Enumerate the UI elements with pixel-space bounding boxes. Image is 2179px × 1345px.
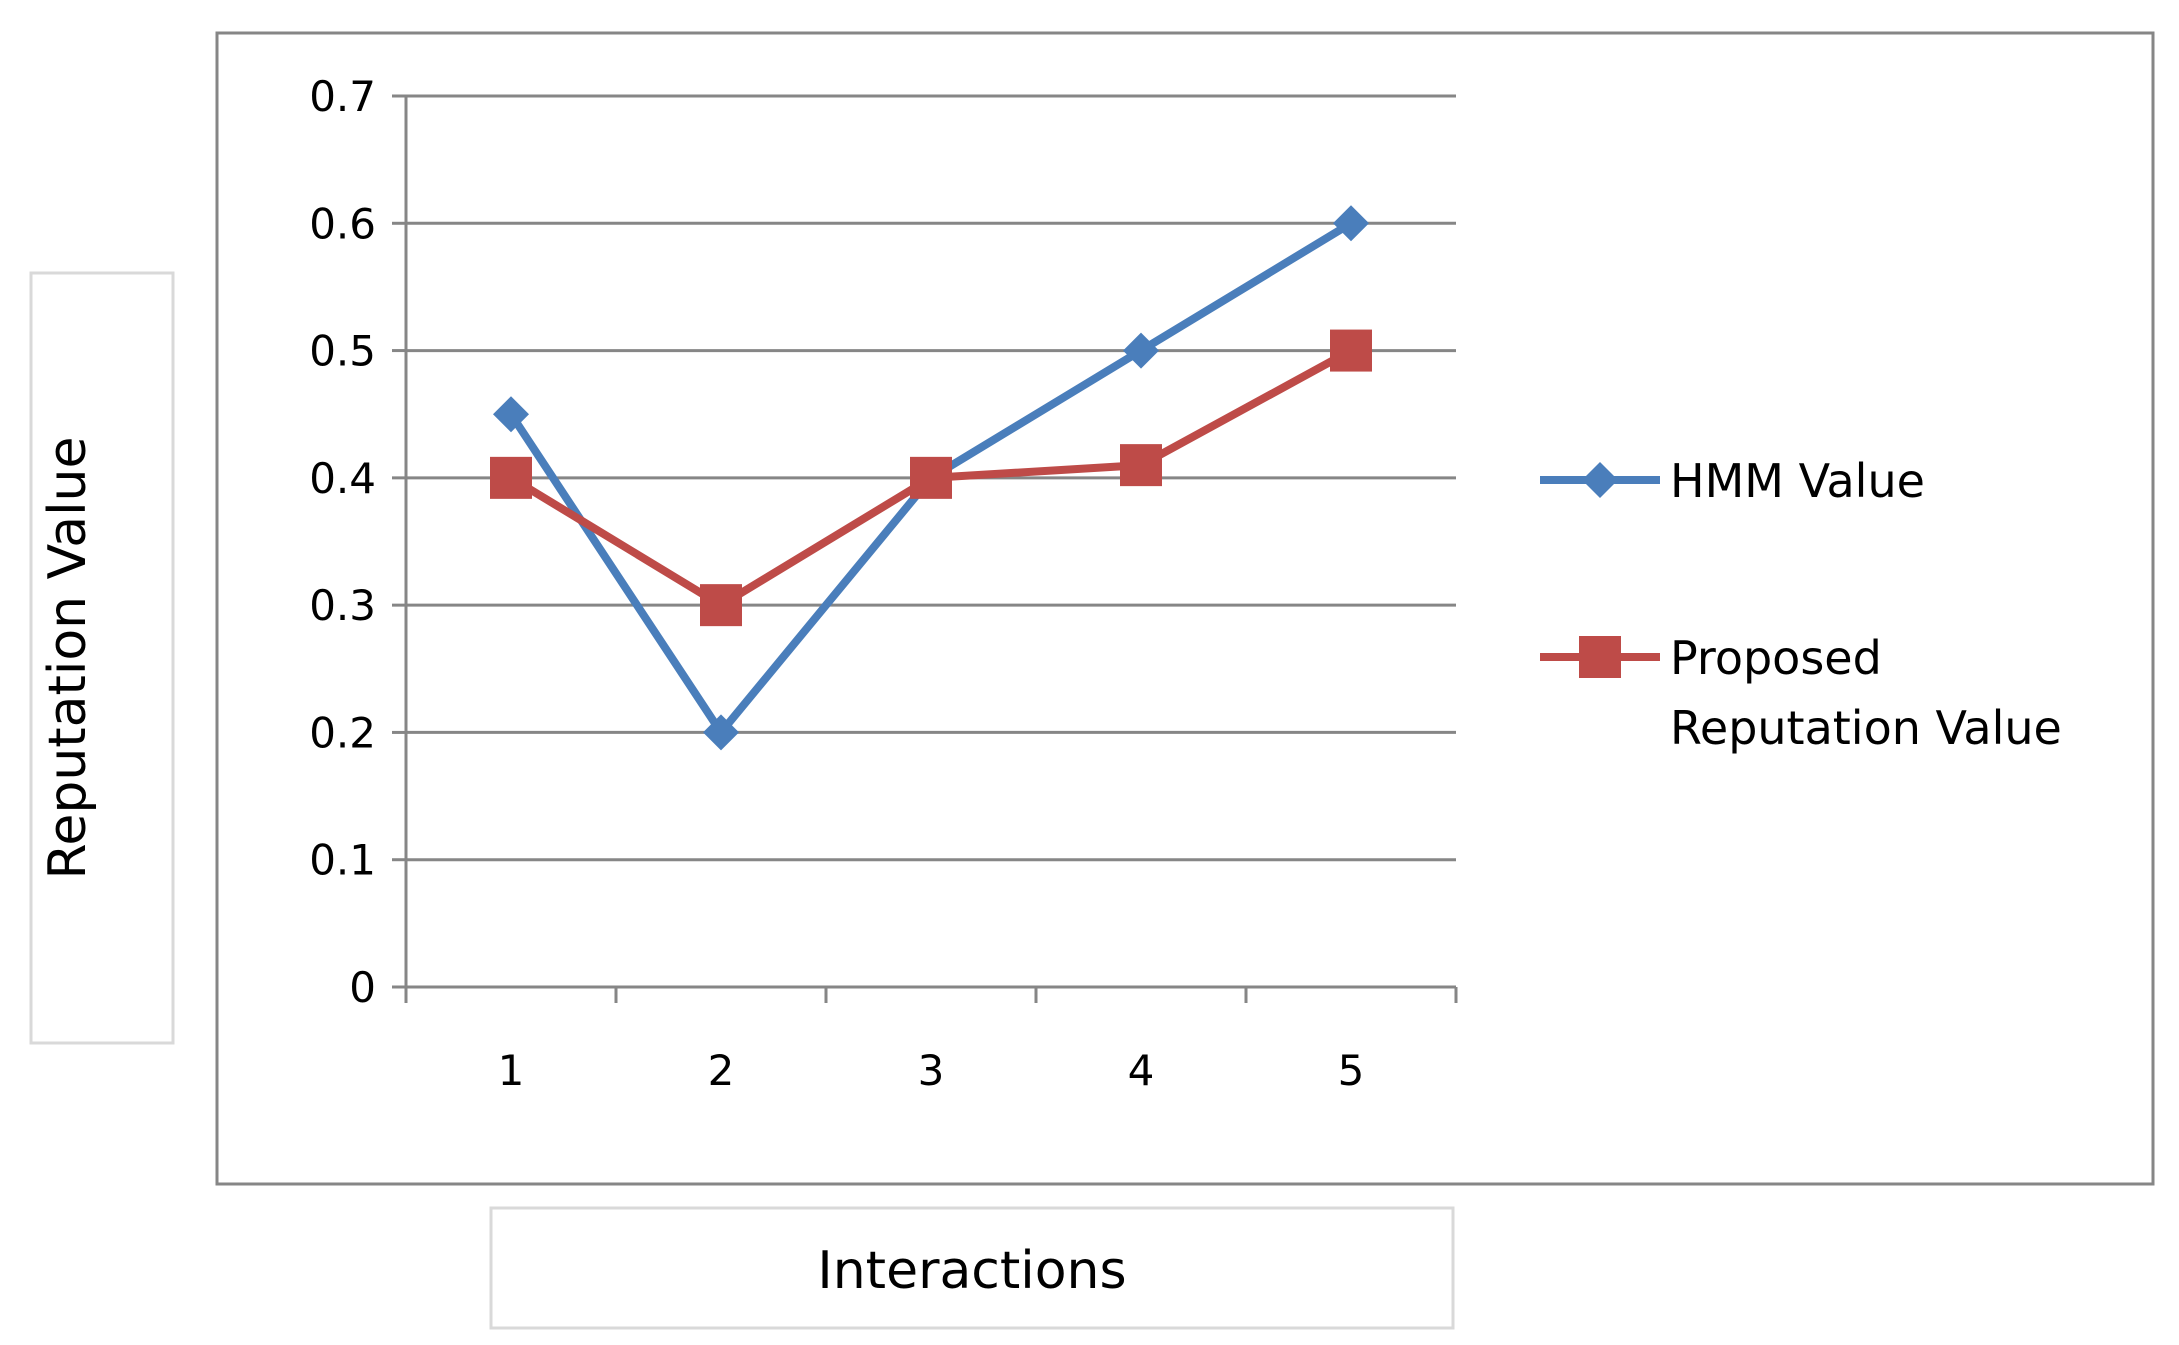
- gridlines: [406, 94, 1456, 862]
- y-tick-label: 0.7: [309, 72, 376, 121]
- legend-label: HMM Value: [1670, 454, 1925, 508]
- x-tick-label: 2: [708, 1046, 735, 1095]
- y-tick-label: 0: [349, 963, 376, 1012]
- data-point: [1120, 444, 1162, 487]
- legend-marker: [1579, 636, 1621, 678]
- y-axis-title-box: [29, 271, 175, 1045]
- data-point: [1123, 332, 1159, 369]
- y-tick-label: 0.6: [309, 199, 376, 248]
- data-point: [703, 714, 739, 751]
- legend-item: HMM Value: [1540, 454, 1925, 508]
- data-point: [1330, 329, 1372, 372]
- x-tick-label: 1: [498, 1046, 525, 1095]
- chart-area-border: [215, 31, 2155, 1186]
- y-tick-label: 0.3: [309, 581, 376, 630]
- data-point: [700, 584, 742, 627]
- data-point: [1333, 205, 1369, 242]
- y-tick-label: 0.4: [309, 454, 376, 503]
- x-axis-title: Interactions: [817, 1241, 1126, 1301]
- data-point: [910, 456, 952, 499]
- legend-marker: [1582, 462, 1618, 498]
- legend-label: Proposed Reputation Value: [1670, 631, 2062, 755]
- x-axis-tick-labels: 1 2 3 4 5: [498, 1046, 1365, 1095]
- legend-item: Proposed Reputation Value: [1540, 631, 2062, 755]
- series-2: [490, 329, 1372, 627]
- y-tick-label: 0.5: [309, 327, 376, 376]
- y-tick-label: 0.2: [309, 708, 376, 757]
- y-tick-label: 0.1: [309, 836, 376, 885]
- y-axis-tick-labels: 0 0.1 0.2 0.3 0.4 0.5 0.6 0.7: [309, 72, 376, 1012]
- data-point: [490, 456, 532, 499]
- x-tick-label: 3: [918, 1046, 945, 1095]
- x-tick-label: 5: [1338, 1046, 1365, 1095]
- y-axis-title: Reputation Value: [38, 437, 98, 880]
- series-layer: [490, 205, 1372, 751]
- x-tick-label: 4: [1128, 1046, 1155, 1095]
- data-point: [493, 396, 529, 433]
- legend: HMM Value Proposed Reputation Value: [1540, 454, 2062, 755]
- x-axis-title-box: [489, 1206, 1455, 1330]
- axes: [392, 94, 1458, 1003]
